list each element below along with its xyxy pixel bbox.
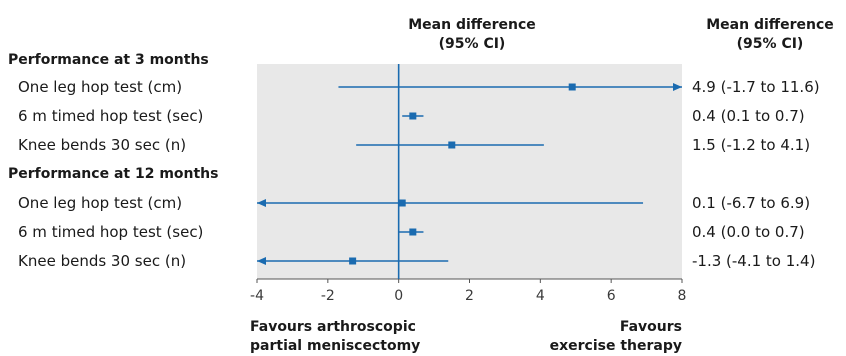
row-label: 6 m timed hop test (sec) <box>18 107 204 125</box>
row-ci-text: 1.5 (-1.2 to 4.1) <box>692 136 811 154</box>
group-label-3-months: Performance at 3 months <box>8 52 209 68</box>
x-tick-label: -4 <box>250 288 264 304</box>
row-ci-text: 0.4 (0.1 to 0.7) <box>692 107 805 125</box>
group-label-12-months: Performance at 12 months <box>8 166 219 182</box>
favours-left-label: Favours arthroscopic partial meniscectom… <box>250 318 420 356</box>
point-estimate-marker <box>409 112 417 120</box>
row-label: Knee bends 30 sec (n) <box>18 136 187 154</box>
favours-right-line2: exercise therapy <box>549 338 682 354</box>
x-tick-label: 4 <box>536 288 545 304</box>
ci-arrow-right <box>673 83 682 91</box>
favours-left-line2: partial meniscectomy <box>250 338 421 354</box>
row-ci-text: 0.1 (-6.7 to 6.9) <box>692 194 811 212</box>
ci-header-line2: (95% CI) <box>736 36 804 52</box>
point-estimate-marker <box>349 257 357 265</box>
x-tick-label: 8 <box>678 288 687 304</box>
x-tick-label: -2 <box>321 288 335 304</box>
plot-header-line1: Mean difference <box>408 17 536 33</box>
plot-header-line2: (95% CI) <box>438 36 506 52</box>
ci-header-line1: Mean difference <box>706 17 834 33</box>
row-label: One leg hop test (cm) <box>18 194 183 212</box>
point-estimate-marker <box>568 83 576 91</box>
ci-arrow-left <box>257 199 266 207</box>
row-ci-text: 0.4 (0.0 to 0.7) <box>692 223 805 241</box>
ci-column-header: Mean difference (95% CI) <box>695 16 845 54</box>
plot-column-header: Mean difference (95% CI) <box>382 16 562 54</box>
row-ci-text: 4.9 (-1.7 to 11.6) <box>692 78 820 96</box>
x-tick-label: 6 <box>607 288 616 304</box>
row-label: 6 m timed hop test (sec) <box>18 223 204 241</box>
favours-right-label: Favours exercise therapy <box>492 318 682 356</box>
plot-background <box>257 64 682 279</box>
ci-arrow-left <box>257 257 266 265</box>
favours-right-line1: Favours <box>619 319 682 335</box>
point-estimate-marker <box>448 141 456 149</box>
point-estimate-marker <box>409 228 417 236</box>
row-label: Knee bends 30 sec (n) <box>18 252 187 270</box>
favours-left-line1: Favours arthroscopic <box>250 319 416 335</box>
x-tick-label: 2 <box>465 288 474 304</box>
x-tick-label: 0 <box>394 288 403 304</box>
row-ci-text: -1.3 (-4.1 to 1.4) <box>692 252 816 270</box>
row-label: One leg hop test (cm) <box>18 78 183 96</box>
point-estimate-marker <box>398 199 406 207</box>
